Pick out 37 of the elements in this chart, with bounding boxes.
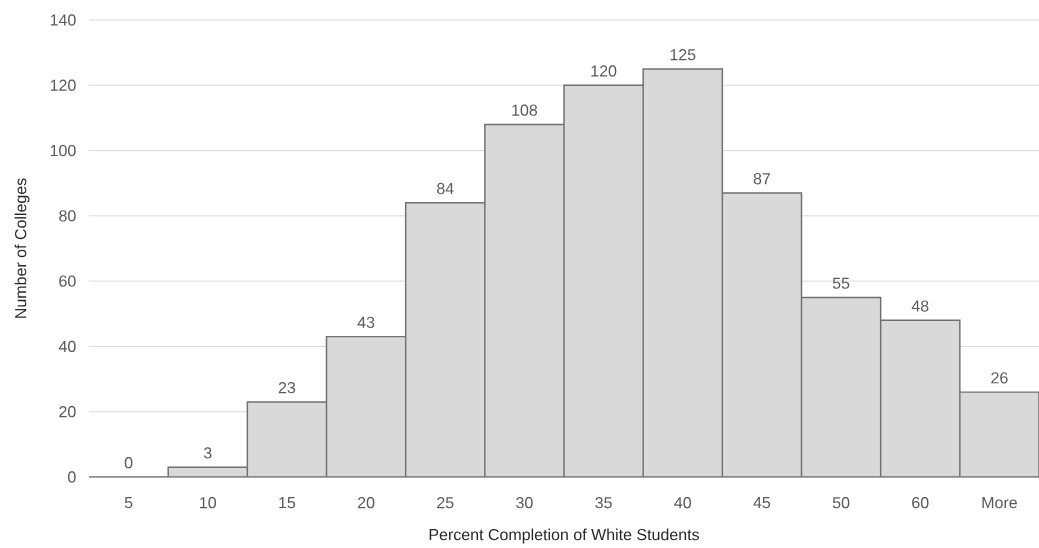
data-label: 125	[670, 49, 696, 61]
data-label: 23	[278, 381, 296, 394]
y-tick-label: 140	[50, 14, 76, 26]
x-tick-label: More	[982, 497, 1017, 509]
data-label: 3	[203, 447, 212, 459]
data-label: 55	[832, 277, 850, 289]
data-label: 26	[991, 372, 1008, 384]
x-tick-label: 15	[279, 497, 296, 509]
bar	[484, 124, 565, 477]
y-tick-label: 20	[59, 406, 76, 418]
bar	[564, 85, 644, 477]
x-tick-label: 20	[357, 497, 375, 509]
x-tick-label: 60	[912, 497, 929, 509]
x-tick-label: 10	[200, 497, 217, 509]
x-tick-label: 50	[832, 497, 850, 509]
data-label: 0	[124, 457, 133, 469]
data-label: 84	[437, 182, 454, 195]
x-axis-title: Percent Completion of White Students	[429, 528, 700, 544]
y-tick-label: 40	[58, 340, 76, 353]
x-tick-label: 25	[437, 497, 454, 509]
x-tick-label: 45	[753, 497, 771, 509]
y-tick-label: 0	[68, 471, 76, 483]
data-label: 43	[357, 316, 375, 329]
x-tick-label: 30	[516, 497, 533, 509]
data-label: 87	[753, 173, 771, 185]
bar	[959, 391, 1039, 478]
x-tick-label: 35	[595, 497, 612, 509]
x-tick-label: 40	[674, 497, 692, 509]
data-label: 108	[512, 104, 538, 116]
x-tick-label: 5	[124, 497, 133, 509]
y-axis-title: Number of Colleges	[14, 178, 30, 318]
y-tick-label: 100	[50, 144, 76, 157]
y-tick-label: 120	[50, 79, 76, 91]
data-label: 48	[911, 300, 929, 312]
y-tick-label: 80	[59, 210, 76, 222]
data-label: 120	[591, 65, 617, 77]
y-tick-label: 60	[59, 275, 76, 287]
